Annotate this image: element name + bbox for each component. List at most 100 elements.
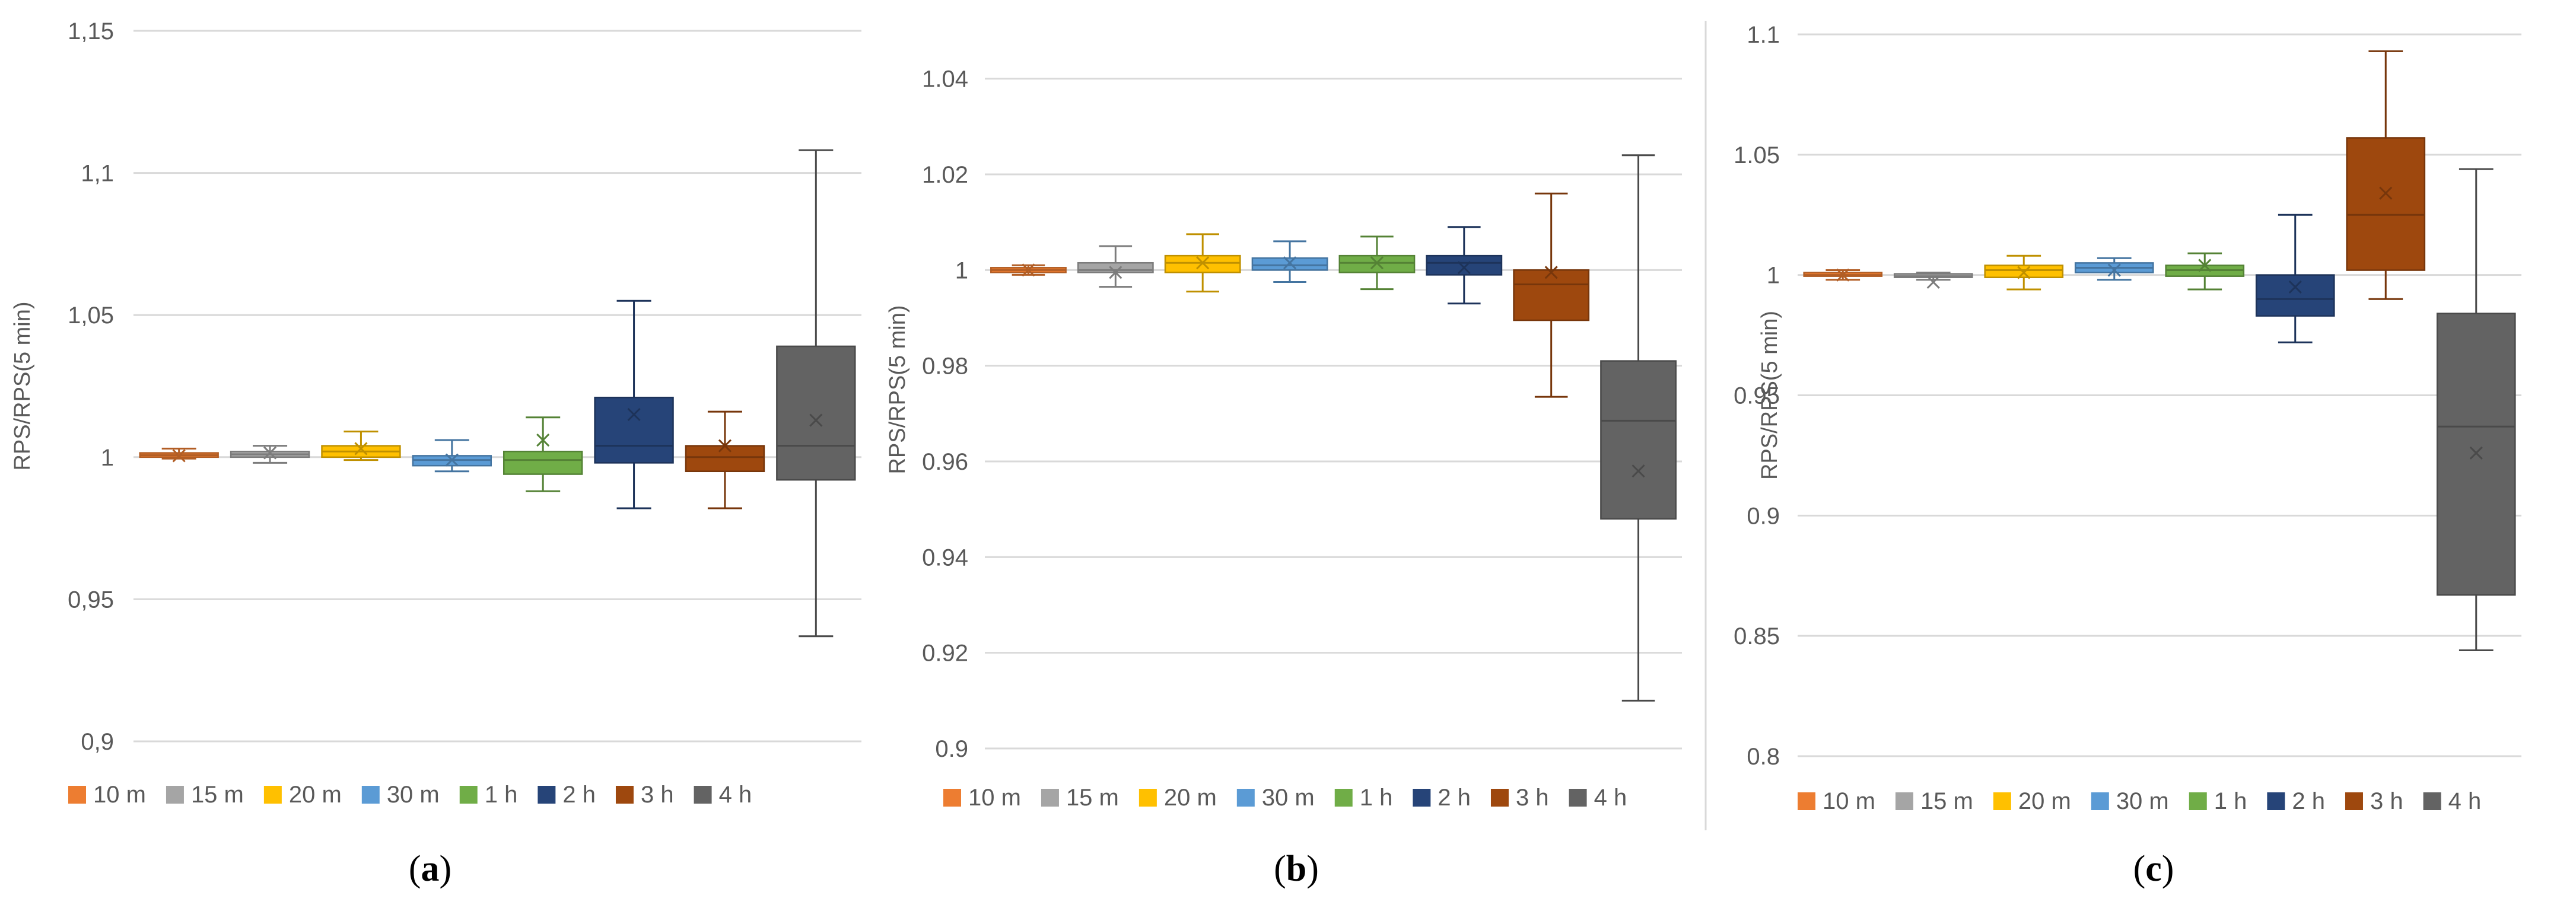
mean-marker-stroke — [1926, 275, 1940, 289]
legend-swatch — [166, 786, 184, 804]
mean-marker-stroke — [1196, 256, 1210, 270]
legend-swatch — [2345, 792, 2363, 810]
y-tick-label: 0.98 — [922, 353, 968, 380]
legend-label: 2 h — [1438, 785, 1471, 811]
legend-label: 30 m — [1262, 785, 1315, 811]
y-tick-label: 0.9 — [1747, 503, 1780, 529]
box-body — [2255, 274, 2335, 317]
legend-swatch — [68, 786, 86, 804]
legend-swatch — [943, 789, 961, 807]
mean-marker-stroke — [263, 446, 277, 460]
mean-marker-stroke — [809, 413, 823, 427]
legend-swatch — [2423, 792, 2441, 810]
legend-label: 15 m — [191, 782, 244, 808]
legend-label: 1 h — [2214, 788, 2247, 814]
legend-label: 4 h — [2448, 788, 2482, 814]
mean-marker-stroke — [718, 439, 732, 453]
legend-label: 1 h — [1360, 785, 1393, 811]
chart-panel-c: 0.8 0.85 0.9 0.95 1 1.05 1.1 RPS/RPS(5 min) 10 m… — [1734, 22, 2521, 889]
legend-item: 15 m — [1041, 785, 1119, 811]
y-tick-label: 1 — [1767, 263, 1780, 289]
mean-marker-stroke — [1836, 268, 1850, 282]
legend-swatch — [615, 786, 634, 804]
box-1h — [503, 416, 583, 492]
mean-marker-stroke — [2107, 263, 2121, 277]
y-tick-label: 1.05 — [1734, 142, 1780, 168]
box-4h — [776, 149, 856, 638]
mean-marker-stroke — [2469, 446, 2483, 460]
legend-item: 20 m — [1138, 785, 1217, 811]
legend-label: 15 m — [1066, 785, 1119, 811]
box-4h — [2436, 168, 2516, 652]
box-body — [1600, 360, 1677, 520]
box-20m — [321, 431, 401, 461]
legend-swatch — [1895, 792, 1913, 810]
legend-label: 2 h — [562, 782, 596, 808]
legend-swatch — [1569, 789, 1587, 807]
legend-swatch — [1138, 789, 1157, 807]
legend-item: 15 m — [166, 782, 244, 808]
box-3h — [1513, 192, 1590, 398]
legend-item: 10 m — [943, 785, 1021, 811]
chart-panel-a: 0,9 0,95 1 1,05 1,1 1,15 RPS/RPS(5 min) 10 m 15 … — [10, 18, 861, 889]
mean-marker-stroke — [2017, 266, 2031, 279]
legend-item: 10 m — [68, 782, 146, 808]
y-tick-label: 1.1 — [1747, 22, 1780, 48]
mean-marker — [172, 449, 186, 463]
box-2h — [1426, 226, 1503, 305]
panel-caption: (b) — [1274, 849, 1319, 889]
mean-marker — [1196, 256, 1210, 270]
box-3h — [2346, 50, 2426, 300]
mean-marker — [445, 453, 459, 467]
y-tick-label: 1,05 — [68, 302, 114, 329]
box-30m — [412, 439, 492, 473]
y-tick-label: 0.92 — [922, 641, 968, 667]
legend: 10 m 15 m 20 m 30 m 1 h 2 h 3 h 4 h — [1798, 788, 2481, 814]
mean-marker — [2198, 259, 2212, 272]
y-tick-label: 1,1 — [81, 161, 114, 187]
legend-swatch — [1798, 792, 1815, 810]
legend: 10 m 15 m 20 m 30 m 1 h 2 h 3 h 4 h — [68, 782, 752, 808]
legend-swatch — [1334, 789, 1353, 807]
legend-swatch — [1413, 789, 1431, 807]
box-1h — [2165, 252, 2245, 291]
legend-swatch — [459, 786, 478, 804]
y-tick-label: 0.96 — [922, 449, 968, 475]
y-tick-label: 0.8 — [1747, 744, 1780, 770]
mean-marker — [1836, 268, 1850, 282]
box-10m — [1803, 268, 1883, 282]
mean-marker-stroke — [1544, 266, 1558, 279]
box-body — [2346, 137, 2426, 271]
legend-item: 3 h — [2345, 788, 2403, 814]
mean-marker-stroke — [1283, 256, 1297, 270]
legend-item: 1 h — [1334, 785, 1393, 811]
legend-label: 3 h — [2370, 788, 2403, 814]
mean-marker — [1926, 275, 1940, 289]
legend-label: 1 h — [485, 782, 518, 808]
mean-marker — [536, 433, 550, 447]
box-body — [503, 450, 583, 475]
mean-marker-stroke — [1022, 263, 1035, 277]
mean-marker — [2107, 263, 2121, 277]
mean-marker-stroke — [445, 453, 459, 467]
legend-label: 10 m — [93, 782, 146, 808]
box-30m — [2074, 257, 2154, 281]
y-axis-title: RPS/RPS(5 min) — [1757, 311, 1782, 480]
y-tick-label: 1 — [101, 445, 114, 471]
box-3h — [685, 410, 765, 509]
legend-label: 10 m — [1823, 788, 1875, 814]
y-tick-label: 0.94 — [922, 544, 968, 571]
box-10m — [990, 263, 1067, 277]
legend-swatch — [1490, 789, 1509, 807]
legend-label: 30 m — [387, 782, 440, 808]
y-tick-label: 1.04 — [922, 66, 968, 93]
legend-label: 20 m — [289, 782, 342, 808]
y-axis-title: RPS/RPS(5 min) — [885, 305, 910, 474]
legend-item: 30 m — [361, 782, 440, 808]
mean-marker-stroke — [2379, 186, 2393, 200]
mean-marker — [1632, 464, 1645, 478]
legend-label: 15 m — [1920, 788, 1973, 814]
legend-item: 2 h — [538, 782, 596, 808]
mean-marker — [718, 439, 732, 453]
